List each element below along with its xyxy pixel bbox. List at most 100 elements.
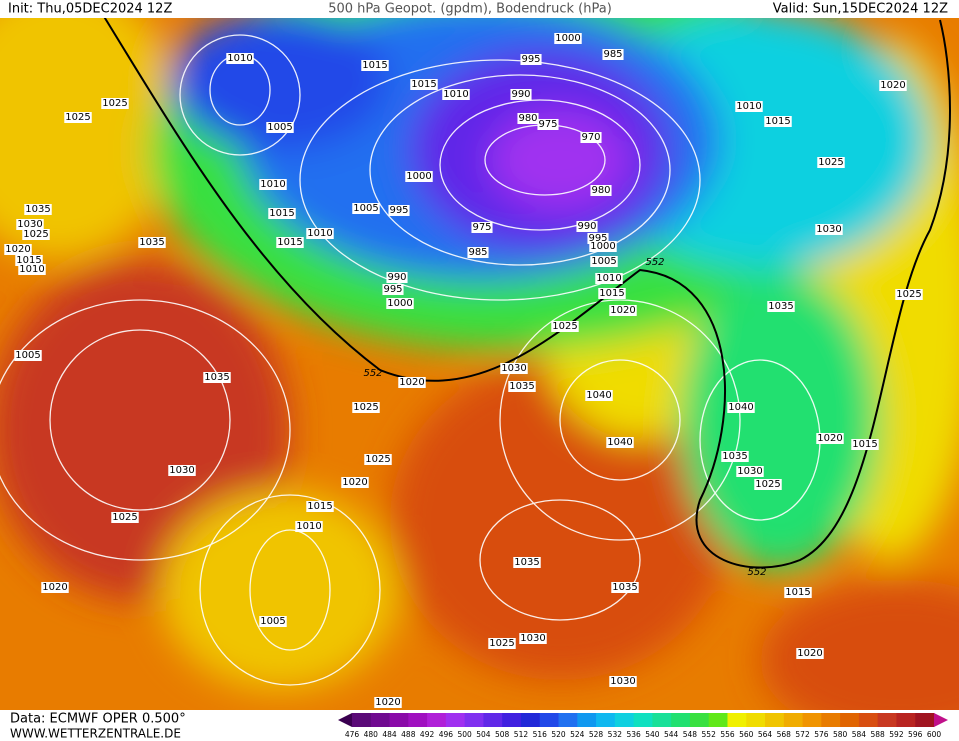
data-source: Data: ECMWF OPER 0.500°: [10, 712, 186, 727]
isobar-label-bg: [15, 255, 43, 266]
colorbar-tick-label: 568: [777, 730, 792, 739]
isobar-label: 1010: [307, 228, 332, 239]
isobar-label: 1040: [586, 390, 611, 401]
isobar-label: 1020: [399, 377, 424, 388]
isobar-label: 1005: [591, 256, 616, 267]
isobar-label-bg: [398, 377, 426, 388]
colorbar-swatch: [558, 713, 578, 727]
isobar-label-bg: [111, 512, 139, 523]
isobar-label-bg: [410, 79, 438, 90]
isobar-label: 1035: [514, 557, 539, 568]
isobar-label-bg: [405, 171, 433, 182]
isobar-label: 990: [511, 89, 530, 100]
colorbar-swatch: [596, 713, 616, 727]
colorbar-swatch: [689, 713, 710, 727]
isobar-label: 1020: [797, 648, 822, 659]
isobar-label: 1025: [818, 157, 843, 168]
isobar-label: 1030: [610, 676, 635, 687]
colorbar-tick-label: 544: [664, 730, 679, 739]
isobar-label-bg: [513, 557, 541, 568]
isobar-label-bg: [895, 289, 923, 300]
colorbar-tick-label: 576: [814, 730, 829, 739]
isobar-label: 1005: [260, 616, 285, 627]
height-label: 552: [645, 257, 664, 268]
isobar-label: 1010: [260, 179, 285, 190]
isobar-label: 985: [468, 247, 487, 258]
isobar-label-bg: [64, 112, 92, 123]
isobar-label-bg: [602, 49, 624, 60]
isobar-label-bg: [388, 205, 410, 216]
isobar-label: 1030: [816, 224, 841, 235]
isobar-label-bg: [585, 390, 613, 401]
colorbar-swatch: [858, 713, 879, 727]
colorbar-swatch: [783, 713, 804, 727]
colorbar-tick-label: 528: [589, 730, 604, 739]
isobar-label: 1025: [755, 479, 780, 490]
isobar-label-bg: [203, 372, 231, 383]
isobar-label: 1015: [277, 237, 302, 248]
colorbar-tick-label: 532: [608, 730, 623, 739]
colorbar-tick-label: 484: [382, 730, 397, 739]
isobar-label-bg: [736, 466, 764, 477]
colorbar-tick-label: 560: [739, 730, 754, 739]
isobar-label-bg: [587, 233, 609, 244]
isobar-label-bg: [727, 402, 755, 413]
header-bar: [0, 0, 959, 18]
isobar-label: 1020: [880, 80, 905, 91]
isobar-label: 985: [603, 49, 622, 60]
isobar-label-bg: [598, 288, 626, 299]
isobar-label: 1020: [610, 305, 635, 316]
colorbar-tick-label: 524: [570, 730, 585, 739]
isobar-label-bg: [364, 454, 392, 465]
isobar-label-bg: [382, 284, 404, 295]
isobar-label-bg: [138, 237, 166, 248]
isobar-label: 1005: [353, 203, 378, 214]
colorbar-swatch: [633, 713, 653, 727]
isobar-label-bg: [361, 60, 389, 71]
colorbar-swatch: [671, 713, 691, 727]
isobar-label: 1035: [612, 582, 637, 593]
colorbar-swatch: [765, 713, 785, 727]
isobar-label-bg: [352, 203, 380, 214]
colorbar-swatch: [652, 713, 672, 727]
isobar-label: 995: [383, 284, 402, 295]
isobar-label: 1010: [19, 264, 44, 275]
isobar-label: 1010: [443, 89, 468, 100]
isobar-label-bg: [266, 122, 294, 133]
isobar-label: 995: [588, 233, 607, 244]
isobar-label-bg: [22, 229, 50, 240]
colorbar-swatch: [915, 713, 935, 727]
isobar-label: 1020: [817, 433, 842, 444]
colorbar-tick-label: 512: [514, 730, 529, 739]
colorbar-tick-label: 480: [364, 730, 379, 739]
isobar-label-bg: [589, 241, 617, 252]
isobar-label: 1000: [555, 33, 580, 44]
isobar-label-bg: [816, 433, 844, 444]
isobar-label: 1005: [15, 350, 40, 361]
isobar-label-bg: [764, 116, 792, 127]
isobar-label-bg: [851, 439, 879, 450]
isobar-label-bg: [590, 256, 618, 267]
isobar-label-bg: [18, 264, 46, 275]
isobar-label-bg: [510, 89, 532, 100]
isobar-label-bg: [500, 363, 528, 374]
colorbar-swatch: [896, 713, 916, 727]
isobar-label: 1025: [489, 638, 514, 649]
isobar-label-bg: [520, 54, 542, 65]
colorbar-swatch: [502, 713, 522, 727]
colorbar-tick-label: 536: [626, 730, 641, 739]
colorbar-swatch: [877, 713, 897, 727]
isobar-label-bg: [226, 53, 254, 64]
isobar-label-bg: [386, 272, 408, 283]
isobar-label-bg: [374, 697, 402, 708]
isobar-label-bg: [467, 247, 489, 258]
isobar-label: 1000: [590, 241, 615, 252]
colorbar-tick-label: 540: [645, 730, 660, 739]
isobar-label: 1015: [411, 79, 436, 90]
colorbar-swatch: [408, 713, 428, 727]
isobar-label-bg: [537, 119, 559, 130]
isobar-label-bg: [471, 222, 493, 233]
isobar-label-bg: [306, 501, 334, 512]
